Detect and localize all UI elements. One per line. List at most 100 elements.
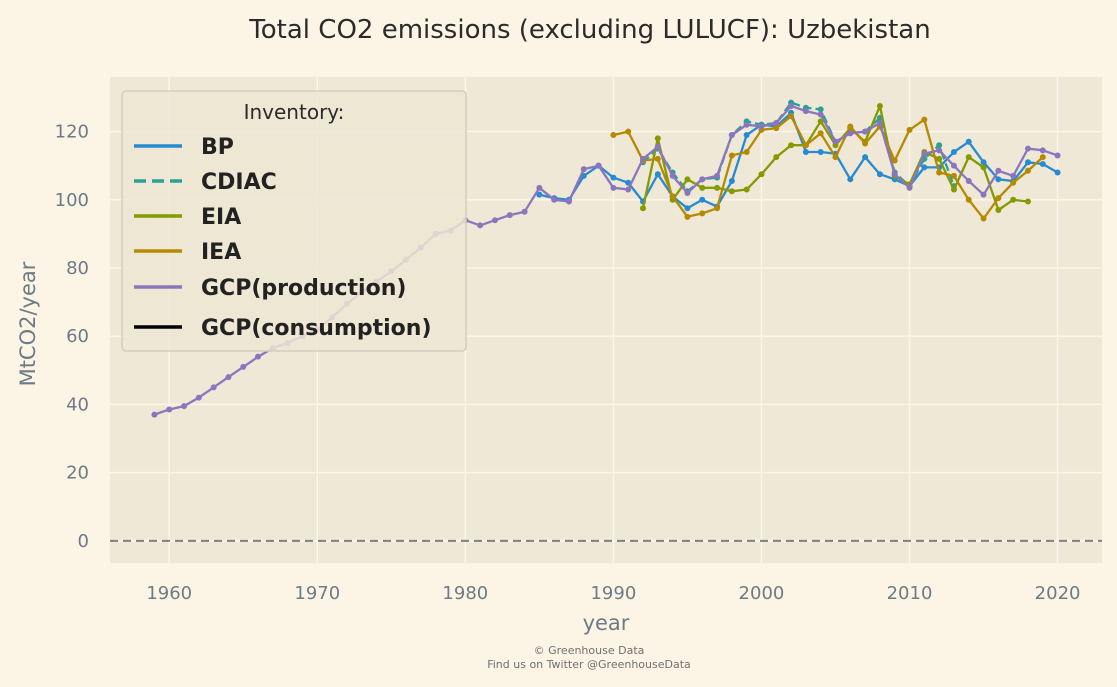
data-point <box>728 188 735 195</box>
x-axis-label: year <box>583 611 630 635</box>
data-point <box>936 147 943 154</box>
data-point <box>699 184 706 191</box>
data-point <box>788 102 795 109</box>
data-point <box>610 184 617 191</box>
data-point <box>166 406 173 413</box>
data-point <box>921 116 928 123</box>
data-point <box>714 172 721 179</box>
data-point <box>773 120 780 127</box>
data-point <box>1010 196 1017 203</box>
data-point <box>255 353 262 360</box>
data-point <box>995 195 1002 202</box>
data-point <box>773 154 780 161</box>
data-point <box>1024 167 1031 174</box>
chart-title: Total CO2 emissions (excluding LULUCF): … <box>248 15 930 45</box>
data-point <box>477 222 484 229</box>
data-point <box>1039 154 1046 161</box>
data-point <box>876 102 883 109</box>
credit-line-1: © Greenhouse Data <box>534 644 645 657</box>
data-point <box>758 171 765 178</box>
data-point <box>684 189 691 196</box>
data-point <box>980 159 987 166</box>
data-point <box>684 205 691 212</box>
data-point <box>565 198 572 205</box>
data-point <box>640 155 647 162</box>
data-point <box>817 111 824 118</box>
data-point <box>950 162 957 169</box>
x-tick-label: 1960 <box>146 583 192 604</box>
data-point <box>758 123 765 130</box>
data-point <box>714 205 721 212</box>
data-point <box>506 212 513 219</box>
legend-label-gcp-consumption: GCP(consumption) <box>201 316 432 341</box>
legend-box <box>121 90 467 352</box>
data-point <box>936 169 943 176</box>
data-point <box>773 125 780 132</box>
data-point <box>980 164 987 171</box>
data-point <box>728 152 735 159</box>
data-point <box>788 113 795 120</box>
legend: Inventory: BP CDIAC EIA IEA GCP(production) G… <box>121 90 467 352</box>
data-point <box>995 176 1002 183</box>
data-point <box>906 184 913 191</box>
data-point <box>965 196 972 203</box>
data-point <box>950 149 957 156</box>
legend-label-cdiac: CDIAC <box>201 170 277 195</box>
data-point <box>728 131 735 138</box>
data-point <box>654 143 661 150</box>
data-point <box>536 191 543 198</box>
y-axis-label: MtCO2/year <box>16 261 40 386</box>
data-point <box>1054 169 1061 176</box>
legend-title: Inventory: <box>244 100 345 124</box>
data-point <box>1024 159 1031 166</box>
data-point <box>1054 152 1061 159</box>
data-point <box>802 108 809 115</box>
data-point <box>891 171 898 178</box>
data-point <box>181 403 188 410</box>
data-point <box>965 154 972 161</box>
data-point <box>980 191 987 198</box>
data-point <box>817 149 824 156</box>
data-point <box>950 172 957 179</box>
data-point <box>817 106 824 113</box>
data-point <box>817 130 824 137</box>
data-point <box>551 196 558 203</box>
data-point <box>491 217 498 224</box>
x-tick-label: 1990 <box>590 583 636 604</box>
data-point <box>862 128 869 135</box>
y-tick-labels: 0 20 40 60 80 100 120 <box>55 122 89 552</box>
x-tick-label: 1970 <box>294 583 340 604</box>
data-point <box>847 130 854 137</box>
y-tick-label: 80 <box>66 258 89 279</box>
data-point <box>1010 172 1017 179</box>
data-point <box>847 123 854 130</box>
data-point <box>921 150 928 157</box>
data-point <box>669 193 676 200</box>
data-point <box>699 196 706 203</box>
data-point <box>580 166 587 173</box>
data-point <box>684 176 691 183</box>
x-tick-label: 2000 <box>739 583 785 604</box>
data-point <box>921 164 928 171</box>
data-point <box>669 172 676 179</box>
legend-label-iea: IEA <box>201 240 241 265</box>
data-point <box>1010 179 1017 186</box>
legend-label-gcp-production: GCP(production) <box>201 276 406 301</box>
y-tick-label: 40 <box>66 394 89 415</box>
x-tick-label: 2020 <box>1035 583 1081 604</box>
data-point <box>610 131 617 138</box>
data-point <box>980 215 987 222</box>
data-point <box>654 135 661 142</box>
data-point <box>876 120 883 127</box>
data-point <box>936 142 943 149</box>
data-point <box>1039 160 1046 167</box>
data-point <box>936 155 943 162</box>
data-point <box>743 131 750 138</box>
data-point <box>743 186 750 193</box>
legend-label-eia: EIA <box>201 205 241 230</box>
data-point <box>965 178 972 185</box>
data-point <box>654 171 661 178</box>
credit-line-2: Find us on Twitter @GreenhouseData <box>487 658 691 671</box>
data-point <box>595 162 602 169</box>
